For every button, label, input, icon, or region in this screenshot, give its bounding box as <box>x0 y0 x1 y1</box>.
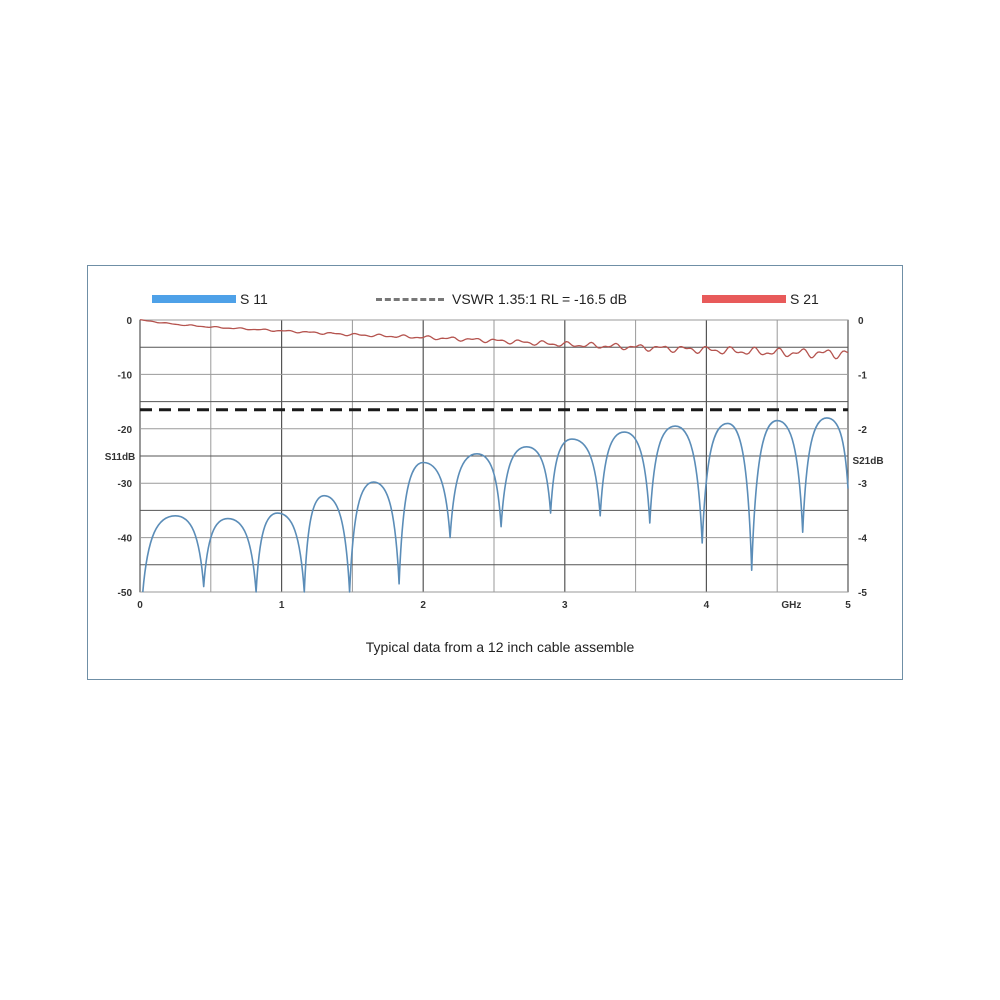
legend-s21-label: S 21 <box>790 291 819 307</box>
y-left-tick-label: -50 <box>118 588 133 599</box>
y-right-axis-label: S21dB <box>852 456 883 467</box>
legend-vswr: VSWR 1.35:1 RL = -16.5 dB <box>376 289 627 309</box>
y-right-tick-label: -2 <box>858 425 867 436</box>
y-left-tick-label: -30 <box>118 479 133 490</box>
y-right-tick-label: 0 <box>858 316 864 327</box>
s21-series-line <box>139 319 849 360</box>
legend-s11-swatch <box>152 295 236 303</box>
x-tick-label: 4 <box>704 600 710 611</box>
x-tick-label: 0 <box>137 600 143 611</box>
legend-s11-label: S 11 <box>240 291 268 307</box>
x-tick-label: 2 <box>420 600 426 611</box>
x-tick-label: 3 <box>562 600 568 611</box>
y-right-tick-label: -1 <box>858 370 867 381</box>
y-left-tick-label: -20 <box>118 425 133 436</box>
y-left-tick-label: -10 <box>118 370 133 381</box>
y-left-tick-label: 0 <box>126 316 132 327</box>
x-axis-label: GHz <box>781 600 801 611</box>
y-right-tick-label: -5 <box>858 588 867 599</box>
x-tick-label: 1 <box>279 600 285 611</box>
legend-s11: S 11 <box>152 289 268 309</box>
y-left-axis-label: S11dB <box>105 452 136 463</box>
chart-caption: Typical data from a 12 inch cable assemb… <box>365 639 635 655</box>
y-right-tick-label: -3 <box>858 479 867 490</box>
s11-series-line <box>142 417 849 593</box>
legend-vswr-swatch <box>376 297 444 301</box>
y-right-tick-label: -4 <box>858 534 867 545</box>
legend-vswr-label: VSWR 1.35:1 RL = -16.5 dB <box>452 291 627 307</box>
y-left-tick-label: -40 <box>118 534 133 545</box>
x-tick-label: 5 <box>845 600 851 611</box>
legend-s21: S 21 <box>702 289 819 309</box>
legend-s21-swatch <box>702 295 786 303</box>
